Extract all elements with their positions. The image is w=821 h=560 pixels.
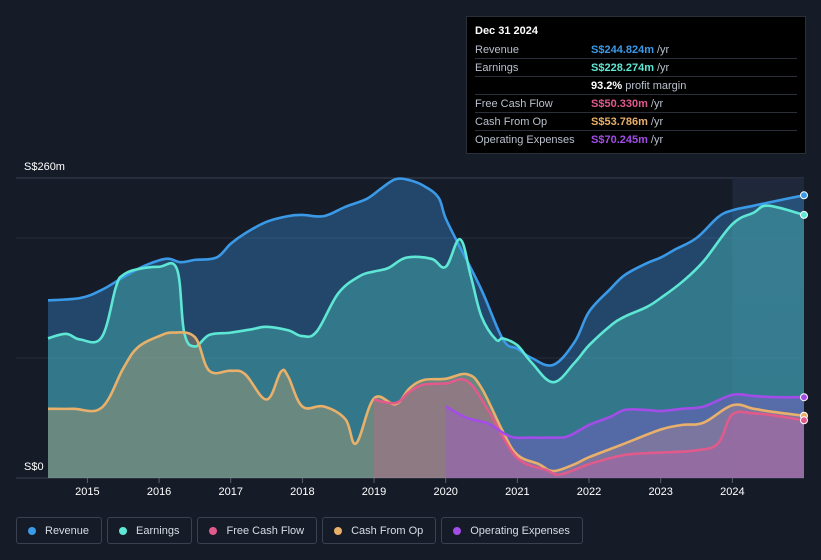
endpoint-free-cash-flow: [800, 416, 808, 425]
legend-dot-icon: [28, 526, 36, 535]
legend: Revenue Earnings Free Cash Flow Cash From O…: [16, 517, 583, 544]
tooltip: Dec 31 2024 Revenue S$244.824m/yr Earnings…: [466, 16, 806, 154]
tooltip-row-value: S$53.786m: [591, 115, 648, 128]
x-tick-label: 2015: [75, 486, 99, 498]
legend-label: Earnings: [136, 524, 180, 537]
legend-item-revenue[interactable]: Revenue: [16, 517, 103, 544]
tooltip-row-label: Earnings: [475, 61, 519, 74]
area-cash-from-op: [48, 332, 804, 478]
x-tick-label: 2024: [720, 486, 744, 498]
legend-dot-icon: [119, 526, 128, 535]
endpoint-operating-expenses: [800, 393, 808, 402]
tooltip-row-value: S$50.330m: [591, 97, 648, 110]
tooltip-row-value: S$70.245m: [591, 133, 648, 146]
tooltip-row-unit: profit margin: [625, 79, 687, 92]
tooltip-row: Operating Expenses S$70.245m/yr: [475, 130, 797, 148]
series-endpoints: [800, 191, 808, 425]
area-revenue: [48, 178, 804, 479]
tooltip-row: Earnings S$228.274m/yr: [475, 58, 797, 76]
legend-item-free-cash-flow[interactable]: Free Cash Flow: [197, 517, 318, 544]
line-earnings: [47, 204, 805, 384]
series-lines: [47, 177, 805, 477]
x-tick-label: 2020: [433, 486, 457, 498]
x-tick-label: 2017: [218, 486, 242, 498]
x-tick-label: 2022: [577, 486, 601, 498]
tooltip-row-label: Cash From Op: [475, 115, 548, 128]
legend-dot-icon: [334, 526, 343, 535]
tooltip-row-unit: /yr: [657, 61, 670, 74]
tooltip-row-unit: /yr: [650, 115, 664, 128]
line-revenue: [47, 177, 805, 367]
tooltip-row-value: S$228.274m: [591, 61, 654, 74]
x-axis: 2015 2016 2017 2018 2019 2020 2021 2022 2023 2024: [75, 478, 745, 498]
legend-label: Free Cash Flow: [226, 524, 305, 537]
tooltip-date: Dec 31 2024: [475, 25, 538, 37]
area-earnings: [48, 205, 804, 478]
x-tick-label: 2019: [362, 486, 386, 498]
legend-label: Cash From Op: [351, 524, 424, 537]
tooltip-row: 93.2% profit margin: [475, 76, 797, 94]
y-axis-bottom-label: S$0: [24, 461, 44, 473]
legend-item-cash-from-op[interactable]: Cash From Op: [322, 517, 437, 544]
series-areas: [48, 178, 804, 479]
endpoint-earnings: [800, 210, 808, 219]
tooltip-row-unit: /yr: [650, 133, 664, 146]
legend-dot-icon: [453, 526, 462, 535]
tooltip-row-value: 93.2%: [591, 79, 623, 92]
x-tick-label: 2018: [290, 486, 314, 498]
tooltip-row: Free Cash Flow S$50.330m/yr: [475, 94, 797, 112]
tooltip-row-unit: /yr: [657, 43, 670, 56]
x-tick-label: 2021: [505, 486, 529, 498]
tooltip-row: Revenue S$244.824m/yr: [475, 41, 797, 58]
line-free-cash-flow: [373, 377, 805, 477]
legend-dot-icon: [209, 526, 218, 535]
endpoint-revenue: [800, 191, 808, 200]
tooltip-row-unit: /yr: [650, 97, 664, 110]
tooltip-row-label: Revenue: [475, 43, 520, 56]
legend-label: Revenue: [45, 524, 90, 537]
tooltip-row: Cash From Op S$53.786m/yr: [475, 112, 797, 130]
tooltip-row-label: Operating Expenses: [475, 133, 575, 146]
tooltip-row-label: Free Cash Flow: [475, 97, 553, 110]
legend-item-operating-expenses[interactable]: Operating Expenses: [441, 517, 583, 544]
legend-item-earnings[interactable]: Earnings: [107, 517, 193, 544]
line-operating-expenses: [445, 392, 805, 440]
tooltip-row-value: S$244.824m: [591, 43, 654, 56]
x-tick-label: 2016: [147, 486, 171, 498]
hover-highlight-band: [732, 178, 804, 478]
y-axis-top-label: S$260m: [24, 161, 65, 173]
area-free-cash-flow: [374, 379, 804, 478]
grid-lines: [16, 177, 804, 479]
x-tick-label: 2023: [648, 486, 672, 498]
legend-label: Operating Expenses: [470, 524, 570, 537]
